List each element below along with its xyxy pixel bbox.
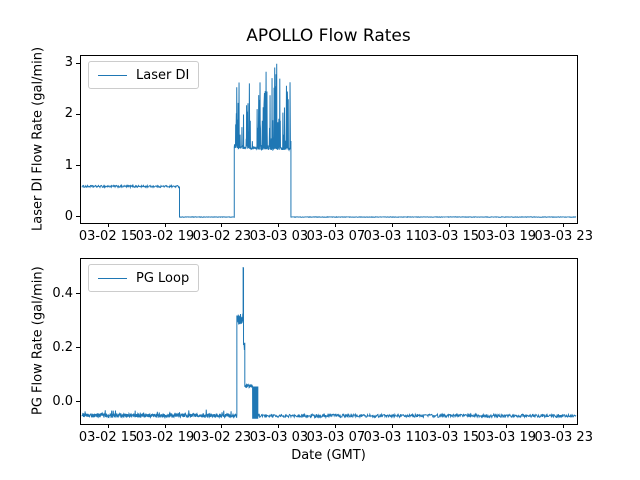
x-tick-label: 03-02 19: [135, 229, 195, 244]
y-tick-label: 0.2: [52, 339, 73, 355]
x-tick-mark: [335, 223, 337, 227]
legend-laser-di: Laser DI: [88, 61, 200, 89]
x-tick-mark: [392, 223, 394, 227]
x-tick-mark: [506, 424, 508, 428]
x-tick-label: 03-03 07: [306, 430, 366, 445]
x-tick-mark: [563, 424, 565, 428]
chart-title: APOLLO Flow Rates: [246, 26, 411, 46]
x-tick-label: 03-03 19: [477, 430, 536, 445]
y-tick-mark: [76, 293, 80, 295]
legend-line-sample: [98, 74, 127, 76]
y-tick-mark: [76, 62, 80, 64]
x-tick-label: 03-03 11: [363, 430, 423, 445]
legend-line-sample: [98, 277, 127, 279]
x-tick-mark: [506, 223, 508, 227]
x-tick-mark: [335, 424, 337, 428]
y-tick-label: 0.0: [52, 393, 73, 409]
x-tick-label: 03-03 15: [420, 229, 480, 244]
pg-loop-line: [81, 267, 577, 420]
x-tick-mark: [107, 223, 109, 227]
x-tick-label: 03-03 15: [420, 430, 480, 445]
y-tick-label: 1: [64, 157, 73, 173]
y-tick-mark: [76, 216, 80, 218]
x-tick-label: 03-03 23: [534, 229, 593, 244]
legend-label: Laser DI: [136, 67, 190, 83]
x-tick-mark: [221, 424, 223, 428]
x-tick-label: 03-02 23: [192, 430, 252, 445]
x-tick-mark: [449, 223, 451, 227]
x-tick-mark: [164, 223, 166, 227]
x-tick-label: 03-03 03: [249, 430, 309, 445]
x-tick-label: 03-03 11: [363, 229, 423, 244]
x-tick-label: 03-02 15: [78, 229, 138, 244]
y-tick-mark: [76, 401, 80, 403]
y-tick-label: 2: [64, 106, 73, 122]
legend-label: PG Loop: [136, 270, 190, 286]
x-tick-mark: [164, 424, 166, 428]
legend-pg-loop: PG Loop: [88, 264, 200, 292]
laser-di-line-plot: [81, 63, 577, 218]
x-tick-mark: [278, 424, 280, 428]
laser-di-y-axis-label: Laser DI Flow Rate (gal/min): [30, 46, 46, 232]
laser-di-line: [81, 63, 577, 218]
y-tick-mark: [76, 347, 80, 349]
x-tick-label: 03-03 03: [249, 229, 309, 244]
y-tick-mark: [76, 165, 80, 167]
x-tick-label: 03-03 07: [306, 229, 366, 244]
x-tick-mark: [392, 424, 394, 428]
y-tick-label: 3: [64, 55, 73, 70]
x-tick-mark: [449, 424, 451, 428]
y-tick-label: 0: [64, 208, 73, 224]
x-tick-label: 03-02 15: [78, 430, 138, 445]
x-tick-label: 03-02 19: [135, 430, 195, 445]
x-tick-mark: [563, 223, 565, 227]
x-tick-mark: [278, 223, 280, 227]
x-axis-label: Date (GMT): [291, 448, 366, 463]
x-tick-label: 03-03 19: [477, 229, 536, 244]
x-tick-mark: [221, 223, 223, 227]
y-tick-mark: [76, 113, 80, 115]
y-tick-label: 0.4: [52, 285, 73, 301]
x-tick-mark: [107, 424, 109, 428]
x-tick-label: 03-02 23: [192, 229, 252, 244]
x-tick-label: 03-03 23: [534, 430, 593, 445]
pg-loop-line-plot: [81, 267, 577, 420]
